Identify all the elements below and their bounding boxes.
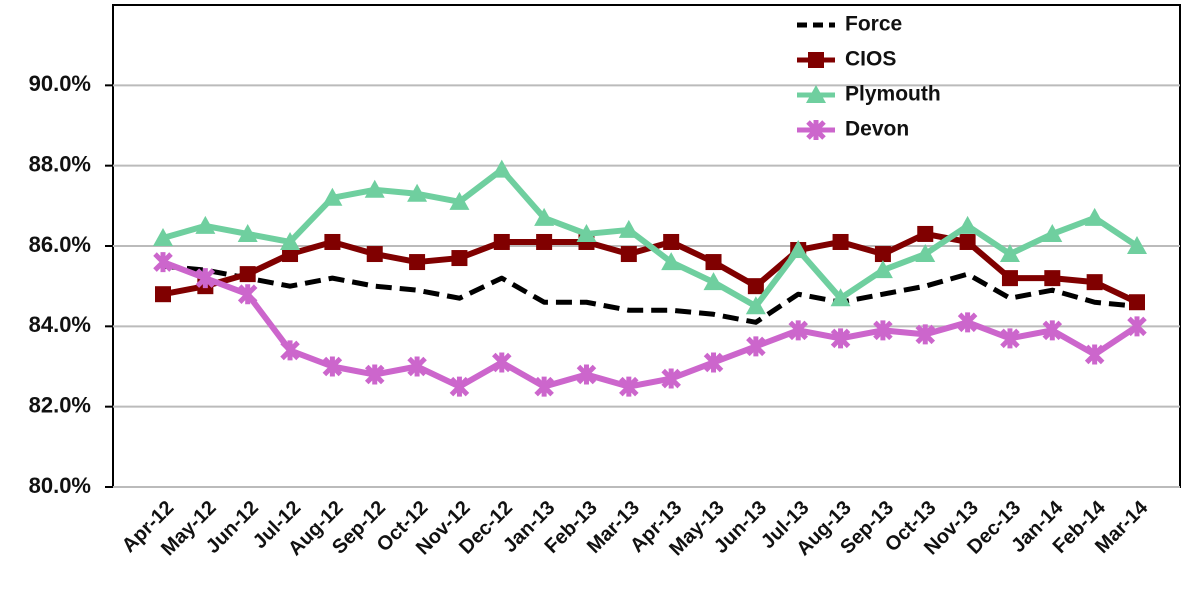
y-tick-label: 82.0% — [29, 392, 91, 417]
marker — [999, 244, 1020, 263]
marker — [703, 272, 724, 291]
marker — [1127, 236, 1147, 254]
marker — [195, 268, 216, 289]
marker — [663, 233, 680, 250]
marker — [239, 266, 256, 283]
marker — [915, 324, 936, 345]
marker — [703, 352, 724, 373]
legend-label: Plymouth — [845, 83, 941, 106]
marker — [808, 52, 824, 68]
marker — [830, 328, 851, 349]
marker — [806, 85, 826, 103]
marker — [153, 227, 173, 246]
marker — [534, 376, 554, 397]
marker — [618, 219, 639, 238]
y-tick-label: 88.0% — [29, 151, 91, 176]
marker — [491, 159, 512, 178]
marker — [407, 356, 427, 377]
marker — [324, 233, 341, 250]
marker — [155, 286, 171, 303]
y-tick-label: 90.0% — [29, 71, 91, 96]
marker — [959, 233, 976, 250]
marker — [322, 356, 343, 377]
marker — [1001, 270, 1018, 287]
marker — [366, 246, 383, 263]
marker — [280, 231, 301, 250]
marker — [705, 254, 722, 271]
legend-label: Devon — [845, 118, 909, 141]
series-line — [162, 166, 1139, 310]
marker — [492, 352, 512, 373]
y-tick-label: 80.0% — [29, 473, 91, 498]
marker — [322, 187, 343, 206]
marker — [153, 252, 173, 273]
y-tick-label: 84.0% — [29, 312, 91, 337]
legend-label: CIOS — [845, 48, 896, 71]
marker — [409, 254, 426, 271]
marker — [237, 223, 258, 242]
marker — [917, 225, 934, 242]
marker — [1042, 320, 1063, 341]
marker — [449, 191, 470, 210]
marker — [747, 278, 764, 295]
marker — [237, 284, 258, 305]
marker — [788, 320, 808, 341]
marker — [1129, 294, 1145, 311]
marker — [830, 288, 851, 307]
marker — [1000, 328, 1020, 349]
marker — [280, 340, 300, 361]
marker — [282, 246, 299, 263]
marker — [493, 233, 510, 250]
marker — [576, 223, 597, 242]
marker — [957, 312, 978, 333]
marker — [873, 320, 893, 341]
marker — [534, 207, 555, 226]
marker — [915, 244, 936, 263]
marker — [1086, 274, 1103, 291]
series-line — [162, 263, 1138, 325]
marker — [195, 215, 216, 234]
y-tick-label: 86.0% — [29, 232, 91, 257]
marker — [745, 296, 766, 315]
marker — [576, 364, 597, 385]
marker — [957, 215, 978, 234]
marker — [1084, 344, 1105, 365]
marker — [619, 376, 639, 397]
marker — [661, 368, 681, 389]
marker — [1042, 223, 1063, 242]
marker — [874, 246, 891, 263]
marker — [661, 252, 682, 271]
marker — [746, 336, 766, 357]
marker — [449, 376, 470, 397]
marker — [620, 246, 637, 263]
marker — [364, 179, 385, 198]
legend-label: Force — [845, 13, 902, 36]
marker — [1044, 270, 1061, 287]
marker — [407, 183, 428, 202]
marker — [1127, 316, 1147, 337]
marker — [788, 240, 809, 259]
marker — [536, 233, 553, 250]
marker — [1084, 207, 1105, 226]
marker — [872, 260, 893, 279]
marker — [451, 250, 468, 267]
marker — [832, 233, 849, 250]
series-line — [161, 259, 1139, 390]
marker — [806, 120, 826, 140]
marker — [364, 364, 385, 385]
